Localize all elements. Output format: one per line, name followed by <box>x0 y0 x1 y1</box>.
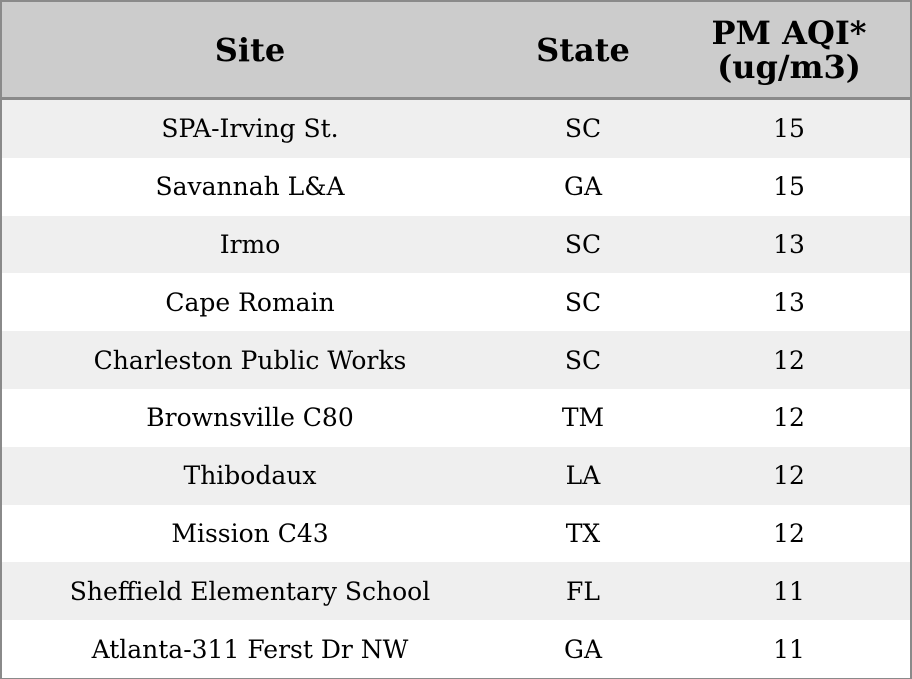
cell-site: Savannah L&A <box>155 172 345 202</box>
cell-site: Irmo <box>219 229 281 259</box>
cell-state: SC <box>564 345 602 375</box>
table-row: Cape Romain SC 13 <box>2 273 910 332</box>
cell-pm-aqi: 11 <box>773 634 805 664</box>
cell-state: LA <box>565 461 601 491</box>
cell-state: TM <box>561 403 605 433</box>
cell-site: Charleston Public Works <box>93 345 407 375</box>
cell-state: SC <box>564 287 602 317</box>
cell-state: FL <box>566 576 600 606</box>
cell-pm-aqi: 13 <box>773 229 805 259</box>
header-pm-aqi: PM AQI* (ug/m3) <box>668 16 910 84</box>
cell-state: SC <box>564 114 602 144</box>
cell-site: Mission C43 <box>171 518 329 548</box>
table-header: Site State PM AQI* (ug/m3) <box>2 2 910 100</box>
table-row: SPA-Irving St. SC 15 <box>2 100 910 158</box>
table-row: Charleston Public Works SC 12 <box>2 331 910 389</box>
cell-state: TX <box>565 518 601 548</box>
header-pm-aqi-line1: PM AQI* <box>711 13 867 52</box>
cell-pm-aqi: 12 <box>773 461 805 491</box>
table-row: Brownsville C80 TM 12 <box>2 388 910 447</box>
cell-site: Atlanta-311 Ferst Dr NW <box>91 634 409 664</box>
table-row: Irmo SC 13 <box>2 215 910 274</box>
table-row: Savannah L&A GA 15 <box>2 157 910 216</box>
cell-site: Thibodaux <box>183 461 317 491</box>
header-site: Site <box>214 30 286 69</box>
cell-site: Brownsville C80 <box>146 403 354 433</box>
cell-site: Cape Romain <box>165 287 335 317</box>
cell-pm-aqi: 13 <box>773 287 805 317</box>
cell-site: Sheffield Elementary School <box>69 576 431 606</box>
cell-pm-aqi: 12 <box>773 518 805 548</box>
cell-site: SPA-Irving St. <box>161 114 339 144</box>
table-row: Thibodaux LA 12 <box>2 446 910 505</box>
table-body: SPA-Irving St. SC 15 Savannah L&A GA 15 … <box>2 100 910 678</box>
table-row: Atlanta-311 Ferst Dr NW GA 11 <box>2 620 910 678</box>
header-pm-aqi-line2: (ug/m3) <box>717 47 861 86</box>
cell-state: SC <box>564 229 602 259</box>
header-state: State <box>536 30 630 69</box>
cell-state: GA <box>563 634 603 664</box>
table-row: Mission C43 TX 12 <box>2 504 910 563</box>
cell-pm-aqi: 12 <box>773 403 805 433</box>
table-row: Sheffield Elementary School FL 11 <box>2 562 910 621</box>
cell-pm-aqi: 15 <box>773 172 805 202</box>
cell-pm-aqi: 15 <box>773 114 805 144</box>
cell-pm-aqi: 11 <box>773 576 805 606</box>
cell-state: GA <box>563 172 603 202</box>
cell-pm-aqi: 12 <box>773 345 805 375</box>
